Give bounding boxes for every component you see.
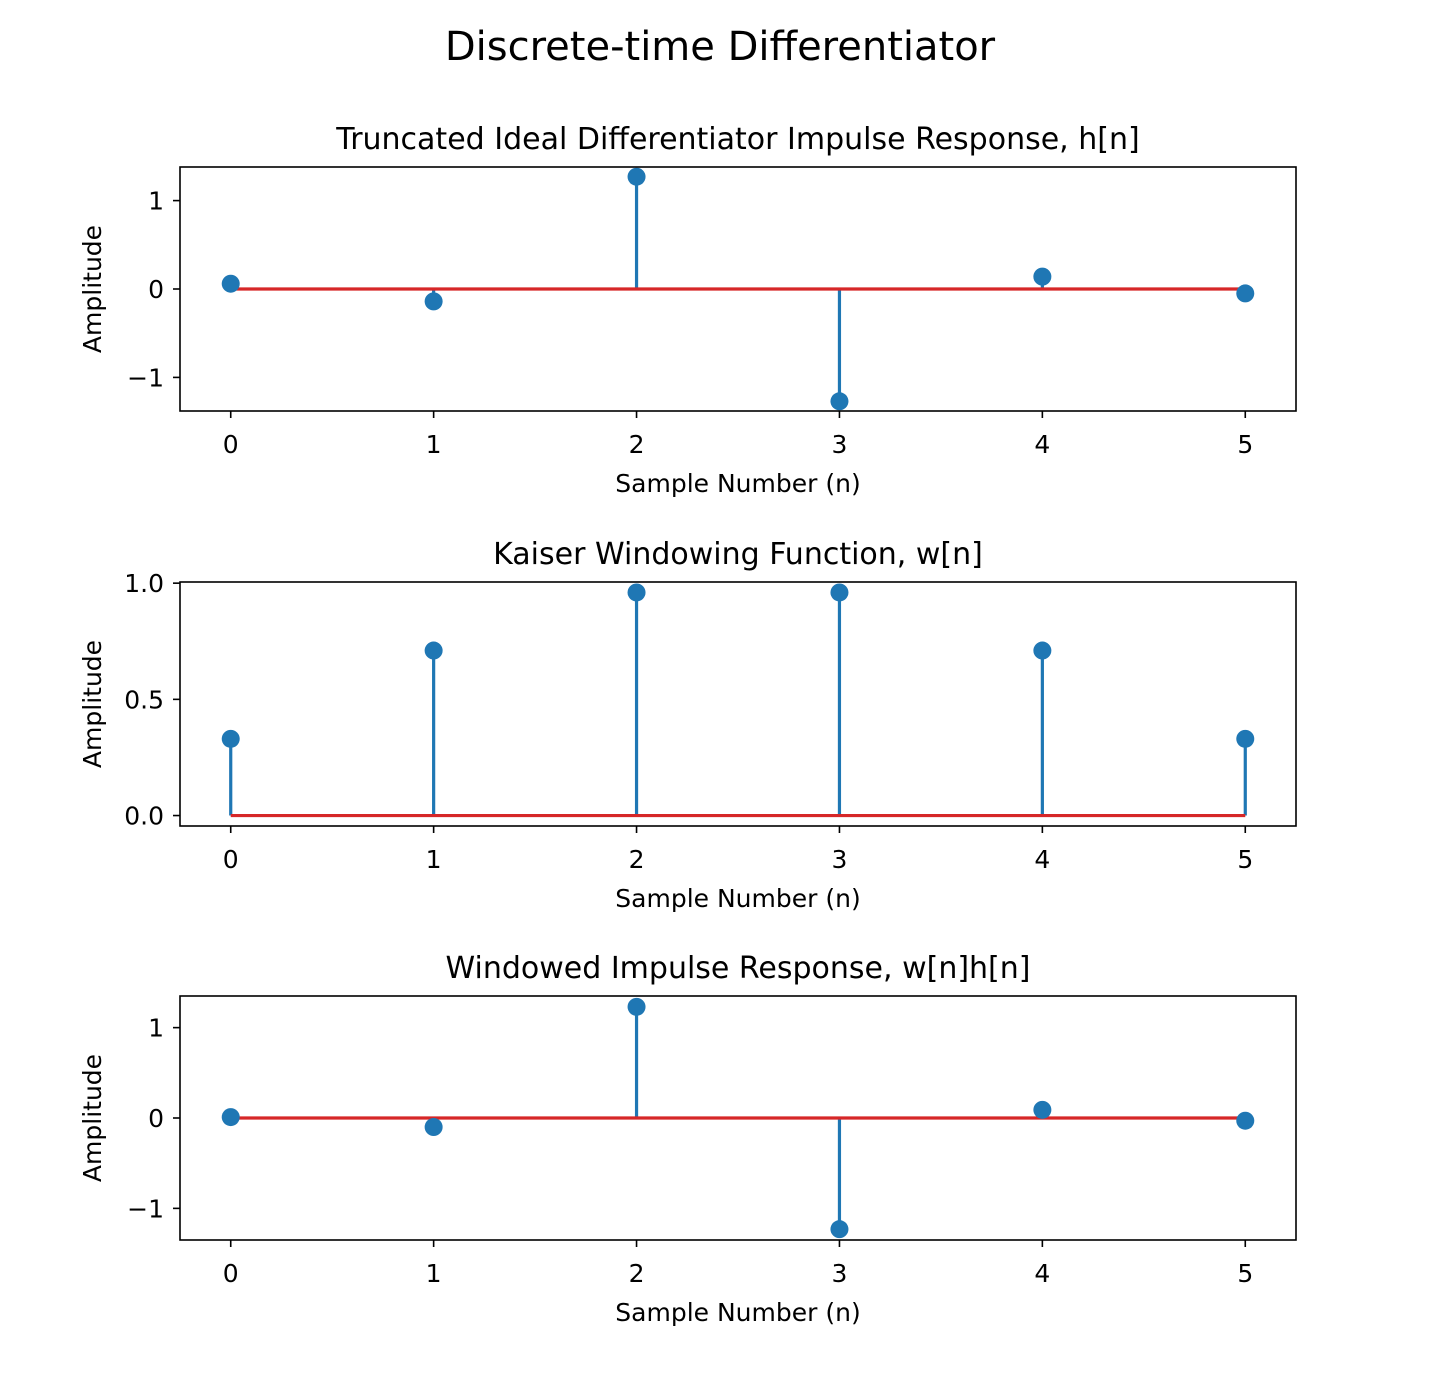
y-tick-label: 0: [148, 1104, 164, 1133]
x-tick-label: 2: [629, 1259, 645, 1288]
y-axis-label: Amplitude: [78, 640, 107, 768]
x-tick-label: 1: [426, 845, 442, 874]
x-tick-label: 3: [832, 845, 848, 874]
axes-frame: [179, 581, 1297, 827]
stem-marker: [830, 392, 849, 411]
subplot-1: Truncated Ideal Differentiator Impulse R…: [78, 122, 1297, 498]
stem-marker: [830, 583, 849, 602]
figure-suptitle: Discrete-time Differentiator: [445, 24, 996, 70]
stem-marker: [1236, 284, 1255, 303]
stem-marker: [1236, 729, 1255, 748]
stem-marker: [424, 292, 443, 311]
x-tick-label: 1: [426, 1259, 442, 1288]
y-tick-label: −1: [127, 1194, 164, 1223]
y-tick-label: 1: [148, 187, 164, 216]
x-tick-label: 5: [1237, 1259, 1253, 1288]
x-tick-label: 5: [1237, 845, 1253, 874]
x-tick-label: 2: [629, 845, 645, 874]
stem-marker: [1236, 1111, 1255, 1130]
stem-marker: [830, 1220, 849, 1239]
x-axis-label: Sample Number (n): [615, 1298, 860, 1327]
stem-marker: [221, 729, 240, 748]
stem-marker: [1033, 641, 1052, 660]
stem-marker: [627, 997, 646, 1016]
x-axis-label: Sample Number (n): [615, 469, 860, 498]
x-tick-label: 5: [1237, 430, 1253, 459]
x-tick-label: 0: [223, 430, 239, 459]
y-tick-label: 0: [148, 275, 164, 304]
y-axis-label: Amplitude: [78, 1054, 107, 1182]
subplots: Truncated Ideal Differentiator Impulse R…: [78, 122, 1297, 1327]
stem-marker: [221, 274, 240, 293]
stem-marker: [424, 1118, 443, 1137]
y-axis-label: Amplitude: [78, 225, 107, 353]
stem-marker: [424, 641, 443, 660]
subplot-title: Truncated Ideal Differentiator Impulse R…: [335, 122, 1139, 157]
y-tick-label: 0.5: [124, 685, 164, 714]
x-axis-label: Sample Number (n): [615, 884, 860, 913]
y-tick-label: 1: [148, 1014, 164, 1043]
stem-marker: [1033, 1100, 1052, 1119]
x-tick-label: 2: [629, 430, 645, 459]
x-tick-label: 4: [1034, 845, 1050, 874]
x-tick-label: 3: [832, 1259, 848, 1288]
stem-marker: [221, 1108, 240, 1127]
subplot-3: Windowed Impulse Response, w[n]h[n] 0 1 2 3 4…: [78, 951, 1297, 1327]
y-tick-label: 0.0: [124, 802, 164, 831]
x-tick-label: 4: [1034, 1259, 1050, 1288]
x-tick-label: 4: [1034, 430, 1050, 459]
x-tick-label: 1: [426, 430, 442, 459]
axes-frame: [179, 166, 1297, 412]
y-tick-label: −1: [127, 363, 164, 392]
x-tick-label: 0: [223, 845, 239, 874]
subplot-title: Windowed Impulse Response, w[n]h[n]: [446, 951, 1031, 986]
subplot-title: Kaiser Windowing Function, w[n]: [493, 537, 983, 572]
x-tick-label: 0: [223, 1259, 239, 1288]
stem-marker: [627, 583, 646, 602]
subplot-2: Kaiser Windowing Function, w[n] 0 1 2 3 4 5 1.0…: [78, 537, 1297, 913]
axes-frame: [179, 995, 1297, 1241]
y-tick-label: 1.0: [124, 569, 164, 598]
stem-marker: [1033, 267, 1052, 286]
stem-marker: [627, 167, 646, 186]
x-tick-label: 3: [832, 430, 848, 459]
